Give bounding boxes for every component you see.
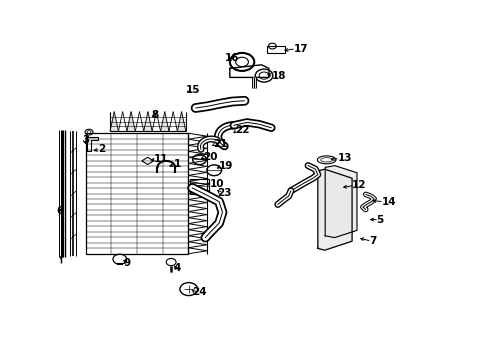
Text: 2: 2 [98,144,105,154]
Text: 6: 6 [56,206,63,216]
Text: 23: 23 [217,188,232,198]
Text: 5: 5 [376,215,383,225]
Text: 19: 19 [219,161,233,171]
Text: 21: 21 [212,139,227,149]
Polygon shape [317,169,351,250]
Text: 20: 20 [203,152,217,162]
Text: 1: 1 [173,159,181,169]
Text: 18: 18 [271,71,285,81]
Text: 9: 9 [123,258,131,268]
Polygon shape [110,112,118,131]
Text: 7: 7 [368,236,376,246]
Text: 15: 15 [185,85,200,95]
Polygon shape [143,112,152,131]
Text: 16: 16 [224,53,239,63]
Text: 14: 14 [381,197,395,207]
Text: 12: 12 [351,180,366,190]
Polygon shape [325,166,356,238]
Text: 8: 8 [151,110,159,120]
Text: 17: 17 [293,44,307,54]
Polygon shape [126,112,135,131]
Polygon shape [177,112,185,131]
Text: 11: 11 [154,154,168,164]
Text: 4: 4 [173,263,181,273]
Bar [189,179,209,194]
Text: 3: 3 [82,135,89,145]
Text: 24: 24 [192,287,206,297]
Text: 13: 13 [337,153,351,163]
Text: 10: 10 [210,179,224,189]
Text: 22: 22 [234,125,249,135]
Bar [85,133,188,254]
Polygon shape [160,112,169,131]
